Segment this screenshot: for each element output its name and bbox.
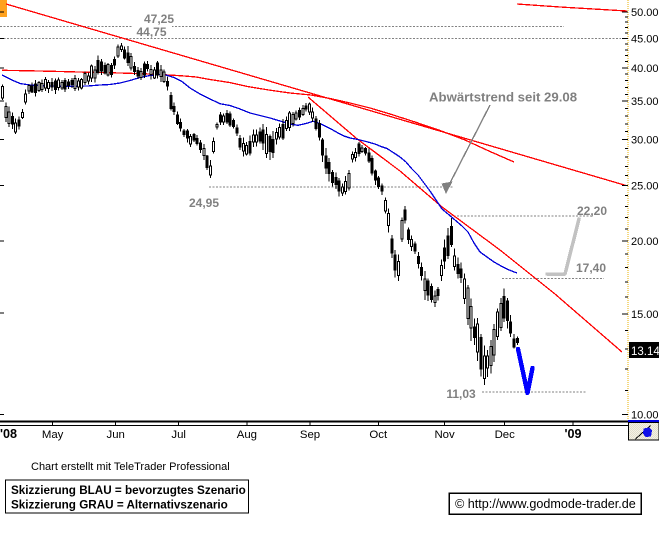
svg-text:Abwärtstrend seit 29.08: Abwärtstrend seit 29.08	[429, 90, 577, 105]
svg-text:40.00: 40.00	[631, 63, 659, 75]
svg-text:10.00: 10.00	[631, 409, 659, 421]
svg-text:24,95: 24,95	[189, 196, 219, 210]
svg-text:50.00: 50.00	[631, 7, 659, 19]
svg-text:47,25: 47,25	[144, 12, 174, 26]
svg-text:22,20: 22,20	[577, 204, 607, 218]
svg-text:Skizzierung GRAU = Alternativs: Skizzierung GRAU = Alternativszenario	[11, 499, 228, 512]
svg-text:Jul: Jul	[171, 429, 186, 441]
svg-text:'09: '09	[564, 427, 581, 441]
svg-text:15.00: 15.00	[631, 309, 659, 321]
svg-text:44,75: 44,75	[136, 25, 166, 39]
svg-text:Jun: Jun	[107, 429, 125, 441]
svg-text:Nov: Nov	[434, 429, 455, 441]
svg-text:30.00: 30.00	[631, 135, 659, 147]
svg-text:Sep: Sep	[300, 429, 320, 441]
svg-text:45.00: 45.00	[631, 33, 659, 45]
svg-text:20.00: 20.00	[631, 236, 659, 248]
svg-text:Oct: Oct	[369, 429, 388, 441]
svg-text:'08: '08	[0, 427, 17, 441]
svg-text:17,40: 17,40	[576, 261, 606, 275]
svg-text:Aug: Aug	[237, 429, 257, 441]
svg-text:13.14: 13.14	[631, 346, 659, 358]
svg-text:35.00: 35.00	[631, 96, 659, 108]
svg-text:© http://www.godmode-trader.de: © http://www.godmode-trader.de	[455, 497, 636, 511]
svg-text:25.00: 25.00	[631, 180, 659, 192]
svg-text:Chart erstellt mit TeleTrader: Chart erstellt mit TeleTrader Profession…	[31, 461, 230, 473]
svg-text:Dec: Dec	[495, 429, 516, 441]
svg-text:11,03: 11,03	[446, 387, 476, 401]
svg-text:May: May	[42, 429, 64, 441]
svg-text:Skizzierung BLAU = bevorzugtes: Skizzierung BLAU = bevorzugtes Szenario	[11, 484, 246, 497]
